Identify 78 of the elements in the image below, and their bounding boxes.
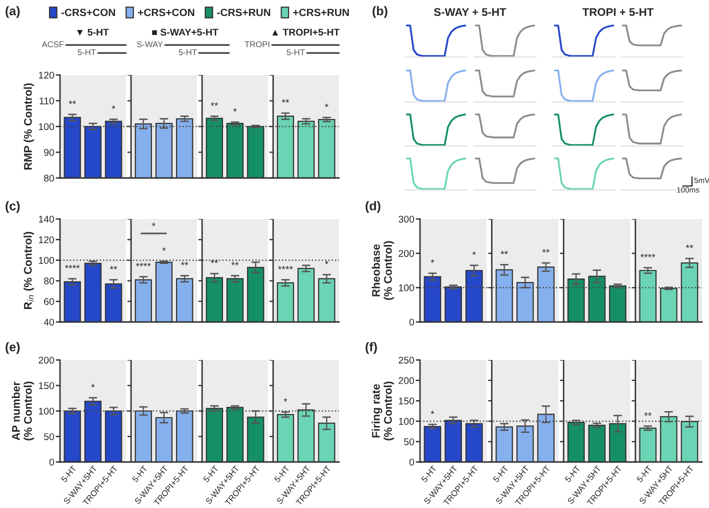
y-tick-label: 300: [398, 216, 414, 223]
legend-label: -CRS+CON: [61, 8, 115, 16]
data-label: *: [284, 398, 288, 402]
data-label: *: [112, 105, 116, 109]
data-label: *: [324, 260, 328, 264]
y-tick-label: 100: [398, 418, 414, 425]
data-label: **: [210, 102, 218, 106]
y-tick-label: 150: [38, 382, 54, 390]
y-tick-label: 100: [38, 256, 54, 264]
y-tick-label: 60: [44, 298, 54, 306]
text: ■ S-WAY+5-HT: [152, 28, 218, 36]
data-label: ****: [278, 266, 293, 270]
y-tick-label: 0: [409, 318, 414, 326]
y-tick-label: 120: [38, 72, 54, 79]
data-label: **: [542, 249, 550, 253]
text: S-WAY: [136, 41, 163, 48]
text: (b): [372, 6, 388, 18]
y-axis-title: Firing rate (% Control): [372, 382, 394, 440]
text: ▲ TROPI+5-HT: [272, 28, 340, 36]
text: ▼ 5-HT: [77, 28, 109, 36]
y-tick-label: 90: [44, 148, 54, 156]
y-tick-label: 110: [40, 97, 54, 104]
text: TROPI: [244, 41, 270, 48]
chart-title: (e): [6, 342, 20, 354]
y-tick-label: 200: [398, 250, 414, 257]
text: 5-HT: [78, 49, 96, 56]
data-label: **: [68, 100, 76, 104]
y-tick-label: 80: [44, 278, 54, 284]
y-axis-title: RMP (% Control): [24, 83, 34, 170]
data-label: *: [91, 384, 95, 388]
y-tick-label: 100: [398, 284, 414, 292]
y-tick-label: 50: [404, 438, 414, 446]
data-label: **: [500, 250, 508, 254]
y-tick-label: 200: [38, 356, 54, 364]
chart-title: (a): [6, 6, 20, 18]
legend-label: -CRS+RUN: [217, 8, 270, 16]
y-tick-label: 100: [38, 408, 54, 415]
y-tick-label: 0: [409, 458, 414, 466]
y-tick-label: 40: [44, 318, 54, 326]
data-label: **: [210, 260, 218, 264]
data-label: *: [430, 410, 434, 414]
legend-label: +CRS+RUN: [293, 8, 349, 16]
y-axis-title: Rheobase (% Control): [372, 241, 394, 300]
text: 5-HT: [286, 49, 305, 56]
y-tick-label: 80: [44, 174, 54, 182]
text: TROPI + 5-HT: [582, 8, 654, 16]
legend-label: +CRS+CON: [138, 8, 194, 16]
y-axis-title: R$_{in}$ (% Control): [24, 232, 34, 310]
data-label: **: [110, 266, 118, 270]
data-label: **: [180, 262, 188, 266]
chart-title: (f): [366, 342, 377, 354]
data-label: ****: [64, 264, 80, 268]
y-tick-label: 0: [49, 458, 54, 466]
data-label: **: [231, 262, 239, 266]
y-axis-title: AP number (% Control): [12, 382, 34, 440]
y-tick-label: 120: [38, 236, 54, 244]
data-label: *: [430, 259, 434, 263]
y-tick-label: 250: [398, 356, 414, 364]
data-label: ****: [136, 262, 151, 266]
y-tick-label: 100: [38, 123, 54, 130]
y-tick-label: 150: [398, 398, 414, 404]
data-label: *: [233, 108, 237, 112]
text: ACSF: [42, 41, 64, 48]
data-label: *: [472, 251, 476, 255]
text: S-WAY + 5-HT: [434, 8, 506, 16]
data-label: **: [686, 244, 694, 248]
data-label: **: [644, 412, 652, 416]
y-tick-label: 140: [38, 216, 54, 223]
chart-title: (d): [366, 201, 380, 213]
chart-title: (c): [6, 201, 20, 213]
text: 5-HT: [178, 49, 197, 56]
y-tick-label: 50: [44, 433, 54, 440]
data-label: **: [282, 99, 290, 103]
y-tick-label: 200: [398, 377, 414, 384]
data-label: *: [162, 247, 166, 251]
data-label: *: [324, 104, 328, 108]
data-label: ****: [640, 254, 656, 258]
annotation: *: [152, 222, 156, 226]
